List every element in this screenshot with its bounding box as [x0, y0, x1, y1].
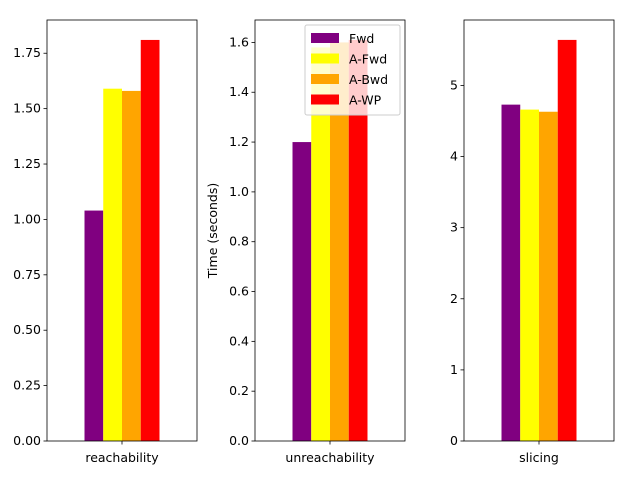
- y-tick-label: 5: [450, 77, 458, 92]
- bar-a-fwd: [520, 109, 539, 441]
- bar-fwd: [501, 104, 521, 441]
- y-tick-label: 0.00: [13, 433, 41, 448]
- y-tick-label: 1.00: [13, 211, 41, 226]
- y-tick-label: 0.50: [13, 322, 41, 337]
- legend-label-a-bwd: A-Bwd: [349, 72, 388, 87]
- subplot-3: 0 1 2 3 4 5 slicing: [450, 19, 615, 465]
- y-tick-label: 1.2: [229, 134, 249, 149]
- y-tick-label: 0: [450, 433, 458, 448]
- y-tick-label: 1.75: [13, 45, 41, 60]
- y-axis-label: Time (seconds): [205, 183, 220, 279]
- legend-swatch-a-bwd: [311, 74, 339, 84]
- y-tick-label: 1.50: [13, 101, 41, 116]
- bar-fwd: [84, 210, 104, 441]
- y-tick-label: 1.0: [229, 184, 249, 199]
- legend-swatch-a-fwd: [311, 53, 339, 64]
- bar-a-fwd: [103, 88, 122, 441]
- y-tick-label: 0.6: [229, 284, 249, 299]
- bar-a-bwd: [122, 90, 141, 441]
- y-tick-label: 0.4: [229, 333, 249, 348]
- legend-swatch-fwd: [311, 33, 339, 43]
- x-tick-label: slicing: [519, 450, 559, 465]
- y-tick-label: 3: [450, 220, 458, 235]
- legend: Fwd A-Fwd A-Bwd A-WP: [304, 24, 401, 116]
- bar-a-bwd: [330, 42, 349, 442]
- y-tick-label: 1: [450, 362, 458, 377]
- y-tick-label: 4: [450, 149, 458, 164]
- bar-a-fwd: [311, 47, 330, 442]
- subplot-1: 0.00 0.25 0.50 0.75 1.00 1.25 1.50 1.75 reachabi…: [13, 19, 198, 465]
- bar-a-wp: [348, 39, 368, 442]
- legend-label-fwd: Fwd: [349, 31, 374, 46]
- y-tick-label: 2: [450, 291, 458, 306]
- y-tick-label: 0.25: [13, 378, 41, 393]
- y-tick-label: 1.25: [13, 156, 41, 171]
- x-tick-label: reachability: [85, 450, 159, 465]
- legend-label-a-fwd: A-Fwd: [349, 52, 387, 67]
- y-tick-label: 0.2: [229, 383, 249, 398]
- y-tick-label: 0.8: [229, 234, 249, 249]
- bar-fwd: [292, 142, 312, 441]
- x-tick-label: unreachability: [285, 450, 375, 465]
- legend-label-a-wp: A-WP: [349, 93, 382, 108]
- y-tick-label: 0.75: [13, 267, 41, 282]
- bar-a-wp: [557, 39, 577, 441]
- y-tick-label: 1.6: [229, 34, 249, 49]
- y-tick-label: 1.4: [229, 84, 249, 99]
- y-tick-label: 0.0: [229, 433, 249, 448]
- legend-box: [304, 24, 401, 116]
- subplot-2: 0.0 0.2 0.4 0.6 0.8 1.0 1.2 1.4 1.6 unreachabilit…: [205, 19, 406, 465]
- legend-swatch-a-wp: [311, 94, 339, 105]
- bar-a-bwd: [539, 111, 558, 442]
- bar-a-wp: [140, 39, 160, 441]
